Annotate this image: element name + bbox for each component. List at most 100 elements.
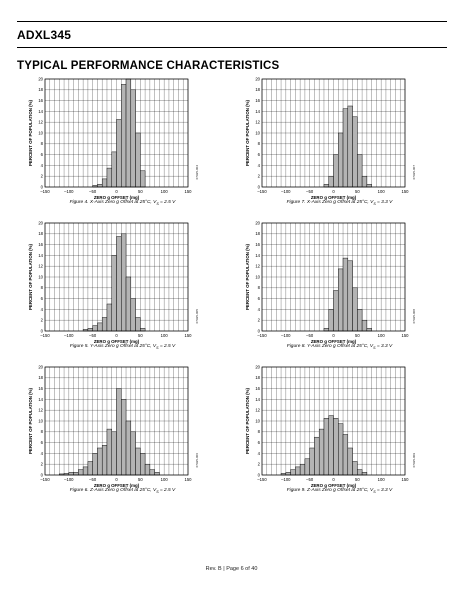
y-tick-label: 16 — [38, 98, 43, 103]
figure-caption: Figure 5. Y-Axis Zero g Offset at 25°C, … — [35, 344, 210, 350]
histogram-bar — [97, 447, 103, 476]
page-footer: Rev. B | Page 6 of 40 — [205, 566, 258, 572]
histogram-bar — [125, 420, 132, 476]
y-tick-label: 8 — [258, 285, 261, 290]
histogram-bar — [144, 463, 151, 476]
x-tick-label: 0 — [115, 333, 118, 338]
histogram-bar — [130, 89, 136, 188]
caption-post: Offset at 25°C, V — [335, 200, 374, 205]
x-tick-label: –150 — [40, 477, 50, 482]
y-tick-label: 6 — [41, 296, 44, 301]
x-tick-label: 100 — [378, 333, 386, 338]
histogram-bar — [328, 175, 334, 188]
caption-pre: Figure 9. Z-Axis Zero — [286, 488, 334, 493]
histogram-bar — [130, 298, 136, 332]
y-axis-label: PERCENT OF POPULATION (%) — [245, 99, 250, 166]
x-axis-label: ZERO g OFFSET (mg) — [94, 483, 140, 488]
caption-g: g — [116, 488, 119, 493]
figure-caption: Figure 4. X-Axis Zero g Offset at 25°C, … — [35, 200, 210, 206]
caption-g: g — [333, 488, 336, 493]
x-tick-label: 150 — [402, 477, 410, 482]
x-tick-label: –150 — [257, 477, 267, 482]
histogram-bar — [347, 447, 353, 476]
caption-post: Offset at 25°C, V — [335, 344, 374, 349]
caption-pre: Figure 6. Z-Axis Zero — [69, 488, 117, 493]
x-tick-label: 50 — [138, 477, 143, 482]
histogram-bar — [125, 78, 132, 188]
x-tick-label: –50 — [89, 333, 97, 338]
figure-code: 07925-007 — [412, 165, 416, 180]
chart-figure-4: 0 2 4 6 8 10 12 14 16 18 20 –150 –100 –50 0 50 100 150 ZER… — [17, 72, 232, 219]
y-tick-label: 0 — [258, 184, 261, 189]
y-tick-label: 0 — [258, 328, 261, 333]
y-tick-label: 18 — [38, 375, 43, 380]
histogram-bar — [299, 463, 306, 476]
caption-sub: S — [156, 489, 159, 494]
x-tick-label: –50 — [89, 189, 97, 194]
y-tick-label: 8 — [41, 141, 44, 146]
plot-frame — [261, 78, 406, 188]
x-tick-label: –100 — [64, 477, 74, 482]
histogram-bar — [149, 469, 155, 476]
y-tick-label: 4 — [258, 163, 261, 168]
x-tick-label: –150 — [40, 189, 50, 194]
histogram-bar — [135, 447, 141, 476]
y-tick-label: 16 — [38, 386, 43, 391]
x-tick-label: –100 — [281, 333, 291, 338]
histogram-bar — [357, 309, 363, 332]
caption-post: Offset at 25°C, V — [118, 488, 157, 493]
x-tick-label: 100 — [378, 477, 386, 482]
x-tick-label: –100 — [281, 189, 291, 194]
caption-tail: = 2.5 V — [158, 344, 176, 349]
histogram-bar — [111, 151, 117, 188]
caption-tail: = 3.3 V — [375, 488, 393, 493]
caption-g: g — [116, 200, 119, 205]
y-tick-label: 6 — [258, 440, 261, 445]
histogram-bar — [68, 472, 74, 476]
caption-sub: S — [156, 201, 159, 206]
x-axis-label: ZERO g OFFSET (mg) — [311, 339, 357, 344]
x-tick-label: –100 — [64, 189, 74, 194]
histogram-bar — [111, 255, 117, 332]
x-tick-label: –50 — [306, 477, 314, 482]
y-tick-label: 6 — [258, 296, 261, 301]
histogram-bar — [101, 317, 108, 332]
y-tick-label: 14 — [38, 253, 43, 258]
y-tick-label: 6 — [258, 152, 261, 157]
caption-sub: S — [156, 345, 159, 350]
x-tick-label: 50 — [355, 477, 360, 482]
y-axis-label: PERCENT OF POPULATION (%) — [28, 243, 33, 310]
histogram-bar — [116, 388, 122, 476]
caption-pre: Figure 5. Y-Axis Zero — [69, 344, 117, 349]
y-tick-label: 8 — [258, 141, 261, 146]
x-tick-label: 150 — [185, 477, 193, 482]
caption-post: Offset at 25°C, V — [335, 488, 374, 493]
y-tick-label: 10 — [255, 130, 260, 135]
caption-pre: Figure 4. X-Axis Zero — [69, 200, 117, 205]
caption-pre: Figure 7. X-Axis Zero — [286, 200, 334, 205]
histogram-bar — [338, 132, 344, 188]
histogram-bar — [357, 154, 363, 188]
figure-caption: Figure 7. X-Axis Zero g Offset at 25°C, … — [252, 200, 427, 206]
y-tick-label: 12 — [38, 264, 43, 269]
histogram-bar — [352, 461, 358, 476]
histogram-bar — [361, 175, 368, 188]
histogram-bar — [121, 399, 127, 476]
x-tick-label: 150 — [402, 189, 410, 194]
x-tick-label: 150 — [185, 333, 193, 338]
x-axis-label: ZERO g OFFSET (mg) — [311, 483, 357, 488]
y-tick-label: 4 — [41, 451, 44, 456]
histogram-bar — [342, 257, 349, 332]
y-tick-label: 4 — [41, 163, 44, 168]
chart-svg: 0 2 4 6 8 10 12 14 16 18 20 –150 –100 –50 0 50 100 150 ZER… — [245, 364, 410, 488]
x-tick-label: 50 — [355, 189, 360, 194]
x-tick-label: 0 — [332, 477, 335, 482]
histogram-bar — [106, 167, 112, 188]
figure-code: 07925-008 — [412, 309, 416, 324]
x-tick-label: 0 — [115, 477, 118, 482]
header-bottom-rule — [17, 47, 447, 48]
x-tick-label: 0 — [115, 189, 118, 194]
histogram-bar — [140, 453, 146, 476]
x-tick-label: 100 — [161, 477, 169, 482]
plot-frame — [44, 78, 189, 188]
